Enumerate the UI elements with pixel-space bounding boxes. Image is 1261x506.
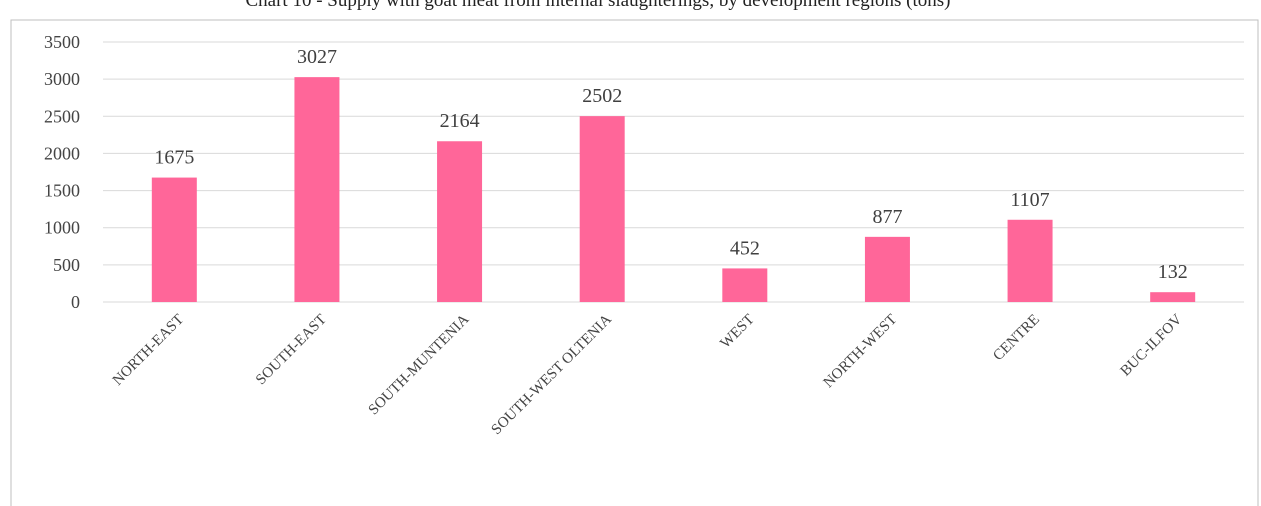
- bar: [294, 77, 340, 302]
- y-tick-label: 0: [71, 292, 80, 312]
- data-label: 877: [872, 206, 902, 228]
- y-tick-label: 1000: [44, 218, 80, 238]
- chart-frame: [10, 19, 1259, 506]
- bar: [151, 177, 197, 302]
- chart-title: Chart 10 - Supply with goat meat from in…: [246, 0, 951, 11]
- bars: [151, 77, 1196, 302]
- bar: [1150, 292, 1196, 302]
- data-label: 1675: [154, 147, 194, 169]
- bar: [722, 268, 768, 302]
- y-tick-label: 2500: [44, 106, 80, 126]
- data-label: 132: [1158, 261, 1188, 283]
- data-label: 2164: [440, 110, 480, 132]
- data-label: 452: [730, 237, 760, 259]
- data-label: 3027: [297, 46, 337, 68]
- bar: [437, 141, 483, 302]
- data-label: 2502: [582, 85, 622, 107]
- y-tick-label: 3500: [44, 32, 80, 52]
- y-axis-ticks: 0 500 1000 1500 2000 2500 3000 3500: [44, 32, 80, 312]
- bar: [579, 116, 625, 302]
- gridlines: [103, 41, 1244, 303]
- data-label: 1107: [1010, 189, 1049, 211]
- y-tick-label: 1500: [44, 181, 80, 201]
- y-tick-label: 3000: [44, 69, 80, 89]
- y-tick-label: 500: [53, 255, 80, 275]
- data-labels: 1675 3027 2164 2502 452 877 1107 132: [154, 46, 1187, 283]
- bar: [864, 236, 910, 302]
- bar: [1007, 219, 1053, 302]
- y-tick-label: 2000: [44, 143, 80, 163]
